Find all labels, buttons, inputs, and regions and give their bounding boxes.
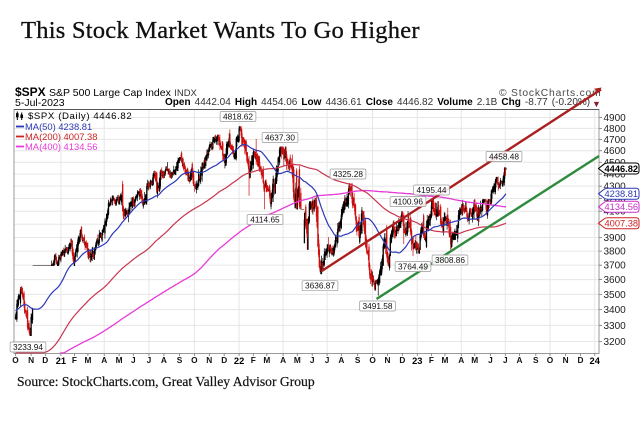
svg-text:4100.96: 4100.96 [393, 197, 423, 207]
svg-text:3491.58: 3491.58 [363, 301, 393, 311]
svg-text:A: A [458, 355, 464, 365]
svg-text:A: A [101, 355, 107, 365]
svg-text:S: S [533, 355, 539, 365]
svg-text:4446.82: 4446.82 [605, 164, 639, 174]
svg-text:3900: 3900 [604, 233, 627, 244]
svg-text:24: 24 [590, 356, 601, 366]
svg-text:3600: 3600 [604, 275, 627, 286]
svg-text:MA(400) 4134.56: MA(400) 4134.56 [25, 141, 97, 152]
svg-text:22: 22 [234, 356, 244, 366]
svg-text:M: M [441, 355, 448, 365]
svg-text:4134.56: 4134.56 [605, 202, 639, 212]
svg-text:M: M [263, 355, 270, 365]
svg-text:F: F [429, 355, 434, 365]
svg-text:4900: 4900 [604, 113, 627, 124]
svg-text:J: J [147, 355, 152, 365]
svg-text:3808.86: 3808.86 [435, 255, 465, 265]
svg-text:3300: 3300 [604, 321, 627, 332]
svg-text:4600: 4600 [604, 146, 627, 157]
svg-text:F: F [72, 355, 77, 365]
svg-text:3700: 3700 [604, 261, 627, 272]
svg-text:4458.48: 4458.48 [489, 151, 519, 161]
svg-text:3233.94: 3233.94 [13, 342, 43, 352]
svg-text:O: O [191, 355, 198, 365]
svg-text:4637.30: 4637.30 [265, 133, 295, 143]
svg-text:S: S [355, 355, 361, 365]
svg-text:A: A [516, 355, 522, 365]
svg-text:21: 21 [56, 356, 66, 366]
svg-text:J: J [131, 355, 136, 365]
svg-text:4325.28: 4325.28 [333, 169, 363, 179]
svg-text:J: J [488, 355, 493, 365]
svg-text:N: N [206, 355, 212, 365]
svg-text:4238.81: 4238.81 [605, 189, 639, 199]
svg-text:J: J [310, 355, 315, 365]
svg-text:N: N [384, 355, 390, 365]
svg-text:D: D [399, 355, 405, 365]
svg-text:N: N [563, 355, 569, 365]
svg-text:4400: 4400 [604, 170, 627, 181]
svg-text:M: M [294, 355, 301, 365]
svg-text:M: M [84, 355, 91, 365]
svg-text:A: A [161, 355, 167, 365]
svg-text:23: 23 [412, 356, 422, 366]
svg-text:4700: 4700 [604, 135, 627, 146]
svg-text:4007.38: 4007.38 [605, 219, 639, 229]
svg-text:4195.44: 4195.44 [417, 185, 447, 195]
svg-text:3200: 3200 [604, 337, 627, 348]
svg-text:F: F [251, 355, 256, 365]
svg-text:J: J [325, 355, 330, 365]
svg-text:S: S [177, 355, 183, 365]
svg-text:O: O [12, 355, 19, 365]
svg-text:3764.49: 3764.49 [398, 262, 428, 272]
svg-text:MA(200) 4007.38: MA(200) 4007.38 [25, 131, 97, 142]
svg-text:4800: 4800 [604, 124, 627, 135]
svg-text:3636.87: 3636.87 [305, 281, 335, 291]
svg-text:MA(50) 4238.81: MA(50) 4238.81 [25, 121, 92, 132]
svg-text:4818.62: 4818.62 [223, 112, 253, 122]
svg-text:D: D [221, 355, 227, 365]
svg-text:O: O [547, 355, 554, 365]
svg-text:O: O [369, 355, 376, 365]
svg-text:A: A [280, 355, 286, 365]
svg-text:D: D [578, 355, 584, 365]
svg-text:3500: 3500 [604, 290, 627, 301]
svg-text:J: J [503, 355, 508, 365]
svg-text:3400: 3400 [604, 305, 627, 316]
svg-text:$SPX (Daily) 4446.82: $SPX (Daily) 4446.82 [28, 111, 132, 122]
svg-text:M: M [471, 355, 478, 365]
svg-text:A: A [338, 355, 344, 365]
svg-text:4114.65: 4114.65 [250, 215, 280, 225]
svg-text:N: N [28, 355, 34, 365]
svg-text:3800: 3800 [604, 247, 627, 258]
svg-text:M: M [116, 355, 123, 365]
svg-text:D: D [42, 355, 48, 365]
svg-text:4300: 4300 [604, 182, 627, 193]
